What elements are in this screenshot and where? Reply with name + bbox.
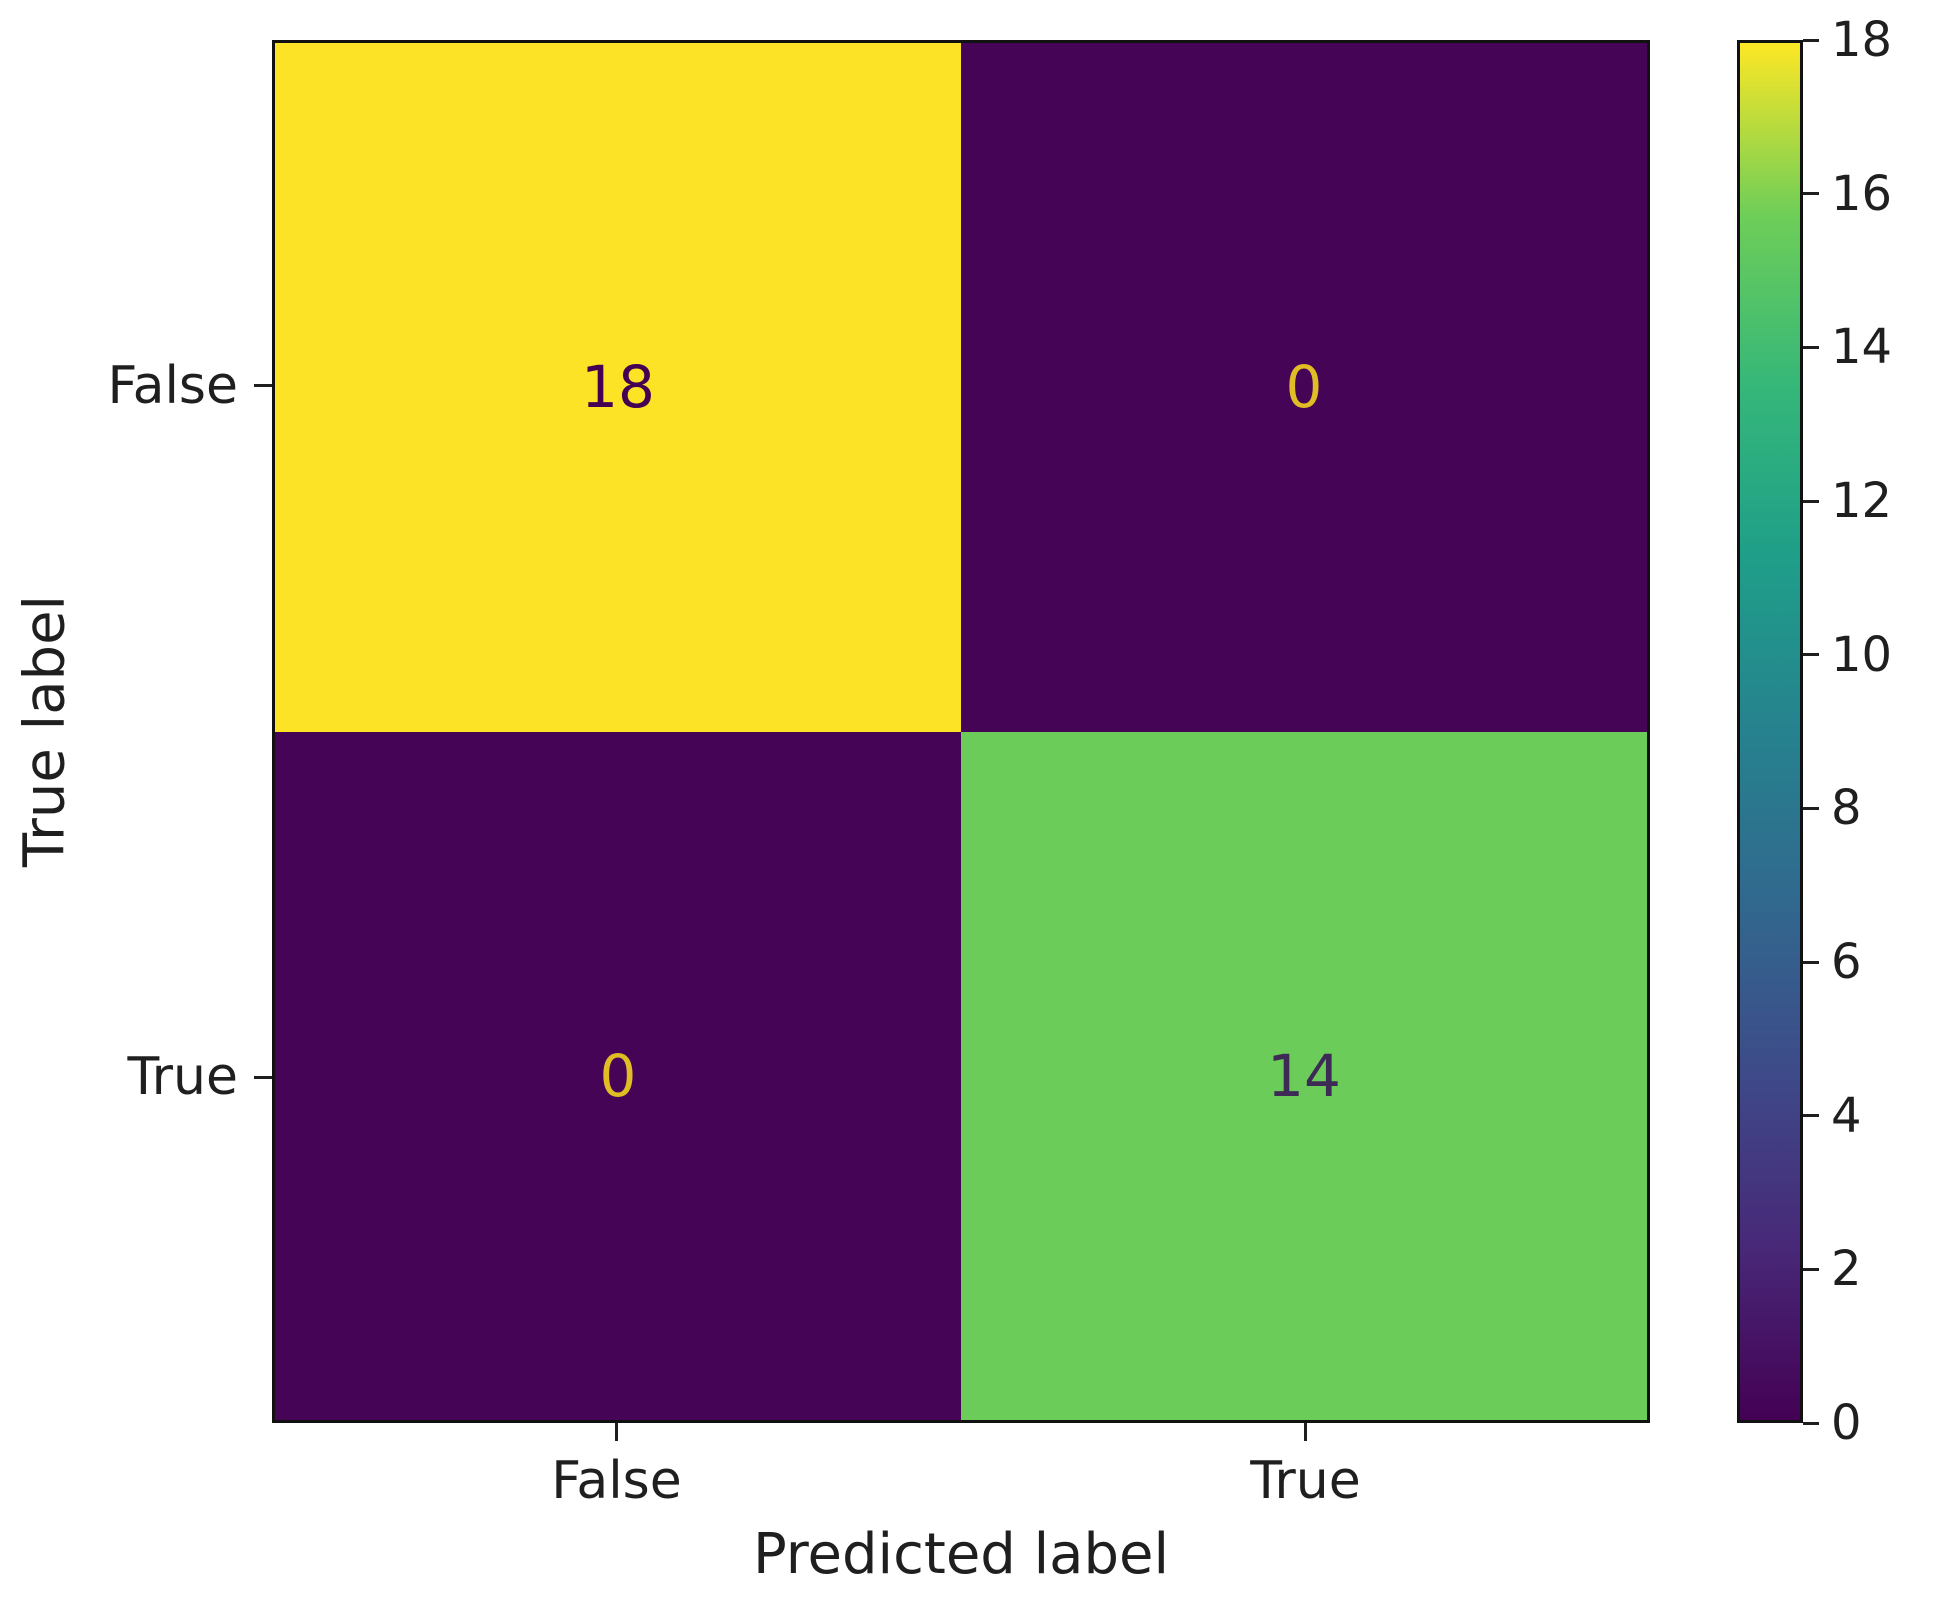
colorbar-tick-label: 12 xyxy=(1831,473,1893,529)
colorbar xyxy=(1737,40,1803,1423)
colorbar-tick-label: 2 xyxy=(1831,1241,1862,1298)
x-tick-label: True xyxy=(1250,1451,1361,1511)
colorbar-tick-label: 18 xyxy=(1831,12,1893,68)
colorbar-tick-mark xyxy=(1803,1267,1819,1271)
x-tick-mark xyxy=(615,1423,618,1441)
y-axis-title: True label xyxy=(12,594,78,868)
y-tick-label: True xyxy=(127,1047,238,1108)
colorbar-tick-label: 10 xyxy=(1831,626,1893,683)
matrix-cell-true-false: 0 xyxy=(275,731,961,1420)
confusion-matrix-heatmap: 18 0 0 14 xyxy=(272,40,1650,1423)
matrix-cell-false-false: 18 xyxy=(275,43,961,732)
y-tick-mark xyxy=(254,1075,272,1079)
colorbar-tick-mark xyxy=(1803,1421,1819,1425)
y-tick-label: False xyxy=(107,355,238,416)
colorbar-tick-mark xyxy=(1803,1114,1819,1118)
cell-value: 14 xyxy=(1267,1041,1341,1110)
colorbar-tick-label: 4 xyxy=(1831,1087,1862,1144)
colorbar-tick-mark xyxy=(1803,653,1819,657)
cell-value: 0 xyxy=(599,1041,637,1110)
cell-value: 0 xyxy=(1285,353,1323,422)
matrix-cell-true-true: 14 xyxy=(961,731,1647,1420)
x-axis-title: Predicted label xyxy=(752,1522,1170,1587)
colorbar-tick-mark xyxy=(1803,38,1819,42)
colorbar-tick-label: 8 xyxy=(1831,780,1862,837)
colorbar-tick-mark xyxy=(1803,345,1819,349)
colorbar-tick-label: 14 xyxy=(1831,319,1893,376)
colorbar-tick-mark xyxy=(1803,192,1819,196)
colorbar-tick-label: 16 xyxy=(1831,165,1893,222)
colorbar-tick-mark xyxy=(1803,499,1819,503)
cell-value: 18 xyxy=(581,353,655,422)
colorbar-tick-mark xyxy=(1803,806,1819,810)
y-tick-mark xyxy=(254,384,272,388)
matrix-cell-false-true: 0 xyxy=(961,43,1647,732)
colorbar-tick-mark xyxy=(1803,960,1819,964)
colorbar-tick-label: 6 xyxy=(1831,934,1862,990)
x-tick-mark xyxy=(1304,1423,1307,1441)
colorbar-tick-label: 0 xyxy=(1831,1395,1862,1451)
x-tick-label: False xyxy=(551,1451,682,1511)
